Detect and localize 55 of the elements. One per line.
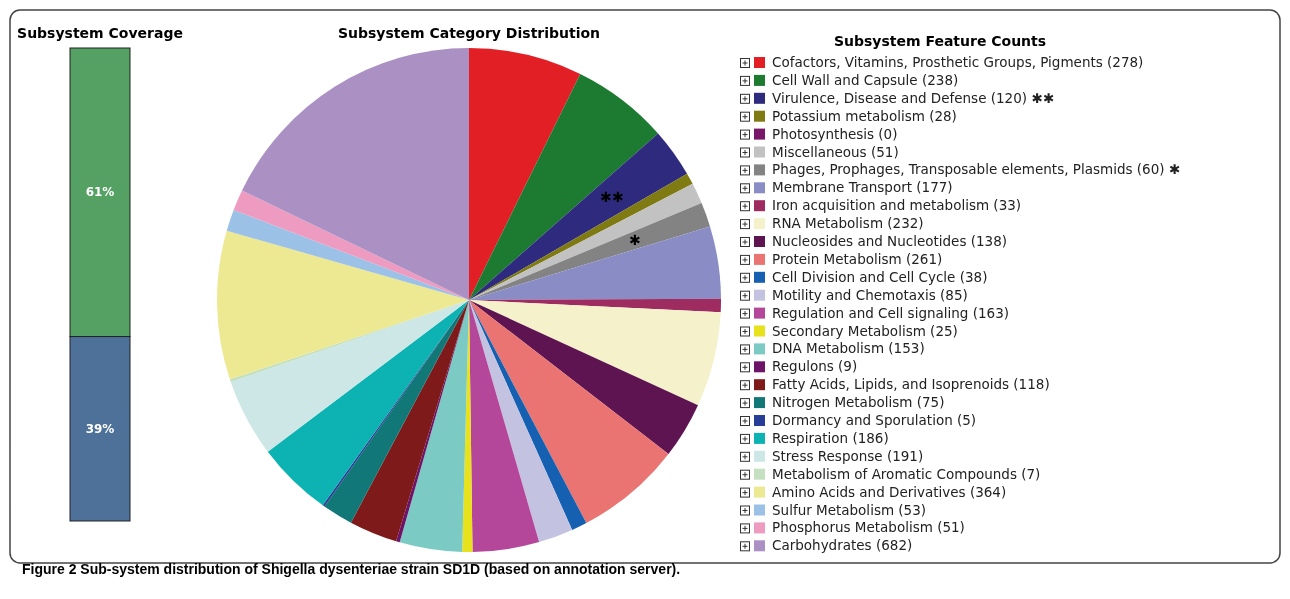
legend-label: Metabolism of Aromatic Compounds (7) bbox=[772, 465, 1041, 482]
legend-label: Secondary Metabolism (25) bbox=[772, 322, 958, 339]
legend-label: Iron acquisition and metabolism (33) bbox=[772, 197, 1022, 214]
pie-slice bbox=[242, 48, 469, 300]
legend-label: Miscellaneous (51) bbox=[772, 143, 899, 160]
legend-label: Dormancy and Sporulation (5) bbox=[772, 412, 977, 428]
legend-label: Cell Division and Cell Cycle (38) bbox=[772, 268, 988, 285]
legend-label: Membrane Transport (177) bbox=[772, 179, 953, 196]
chart-title: Subsystem Category Distribution bbox=[337, 25, 601, 41]
pie-slice bbox=[267, 300, 469, 506]
pie-slice bbox=[469, 300, 721, 406]
legend-label: Potassium metabolism (28) bbox=[772, 107, 957, 124]
text: ✱ bbox=[628, 233, 641, 249]
legend-label: DNA Metabolism (153) bbox=[772, 340, 925, 357]
legend-label: Nucleosides and Nucleotides (138) bbox=[772, 233, 1008, 249]
pie-slice bbox=[469, 300, 699, 454]
pie-slice bbox=[469, 300, 540, 552]
legend-label: Phages, Prophages, Transposable elements, Plasmids (60) bbox=[772, 161, 1165, 178]
caption: Figure 2 Sub-system distribution of Shigella dysenteriae strain SD1D (based on annotation server). bbox=[22, 561, 681, 577]
pie-slice bbox=[469, 300, 573, 543]
data-label: 39% bbox=[85, 421, 115, 436]
legend-label: Phosphorus Metabolism (51) bbox=[772, 519, 965, 536]
text: ✱✱ bbox=[1031, 89, 1054, 106]
legend-label: Respiration (186) bbox=[772, 429, 889, 446]
legend-label: Virulence, Disease and Defense (120) bbox=[772, 89, 1028, 106]
legend-label: Fatty Acids, Lipids, and Isoprenoids (118) bbox=[772, 376, 1050, 393]
legend-label: Nitrogen Metabolism (75) bbox=[772, 394, 945, 411]
legend-label: Regulons (9) bbox=[772, 358, 858, 375]
pie-slice bbox=[350, 300, 469, 542]
pie-slice bbox=[469, 133, 688, 300]
pie-slice bbox=[226, 209, 469, 300]
legend-label: RNA Metabolism (232) bbox=[772, 215, 924, 232]
legend-label: Cell Wall and Capsule (238) bbox=[772, 71, 959, 88]
pie-slice bbox=[233, 190, 469, 300]
legend-title: Subsystem Feature Counts bbox=[833, 33, 1047, 49]
text: ✱✱ bbox=[600, 189, 625, 205]
pie-slice bbox=[469, 226, 721, 300]
pie-slice bbox=[469, 73, 659, 300]
legend-label: Sulfur Metabolism (53) bbox=[772, 501, 927, 518]
pie-slice bbox=[469, 48, 581, 300]
legend-label: Protein Metabolism (261) bbox=[772, 250, 943, 267]
pie-slice bbox=[230, 300, 469, 452]
legend-label: Cofactors, Vitamins, Prosthetic Groups, Pigments (278) bbox=[772, 54, 1144, 70]
text: ✱ bbox=[1168, 161, 1181, 178]
chart-title: Subsystem Coverage bbox=[17, 25, 183, 41]
legend-label: Regulation and Cell signaling (163) bbox=[772, 304, 1009, 321]
data-label: 61% bbox=[85, 185, 115, 200]
legend-label: Carbohydrates (682) bbox=[772, 537, 913, 554]
legend-label: Stress Response (191) bbox=[772, 447, 924, 464]
pie-slice bbox=[217, 230, 469, 380]
legend-label: Photosynthesis (0) bbox=[772, 125, 898, 142]
legend-label: Amino Acids and Derivatives (364) bbox=[772, 483, 1007, 500]
pie-slice bbox=[469, 300, 669, 524]
pie-slice bbox=[469, 203, 711, 300]
legend-label: Motility and Chemotaxis (85) bbox=[772, 286, 968, 303]
